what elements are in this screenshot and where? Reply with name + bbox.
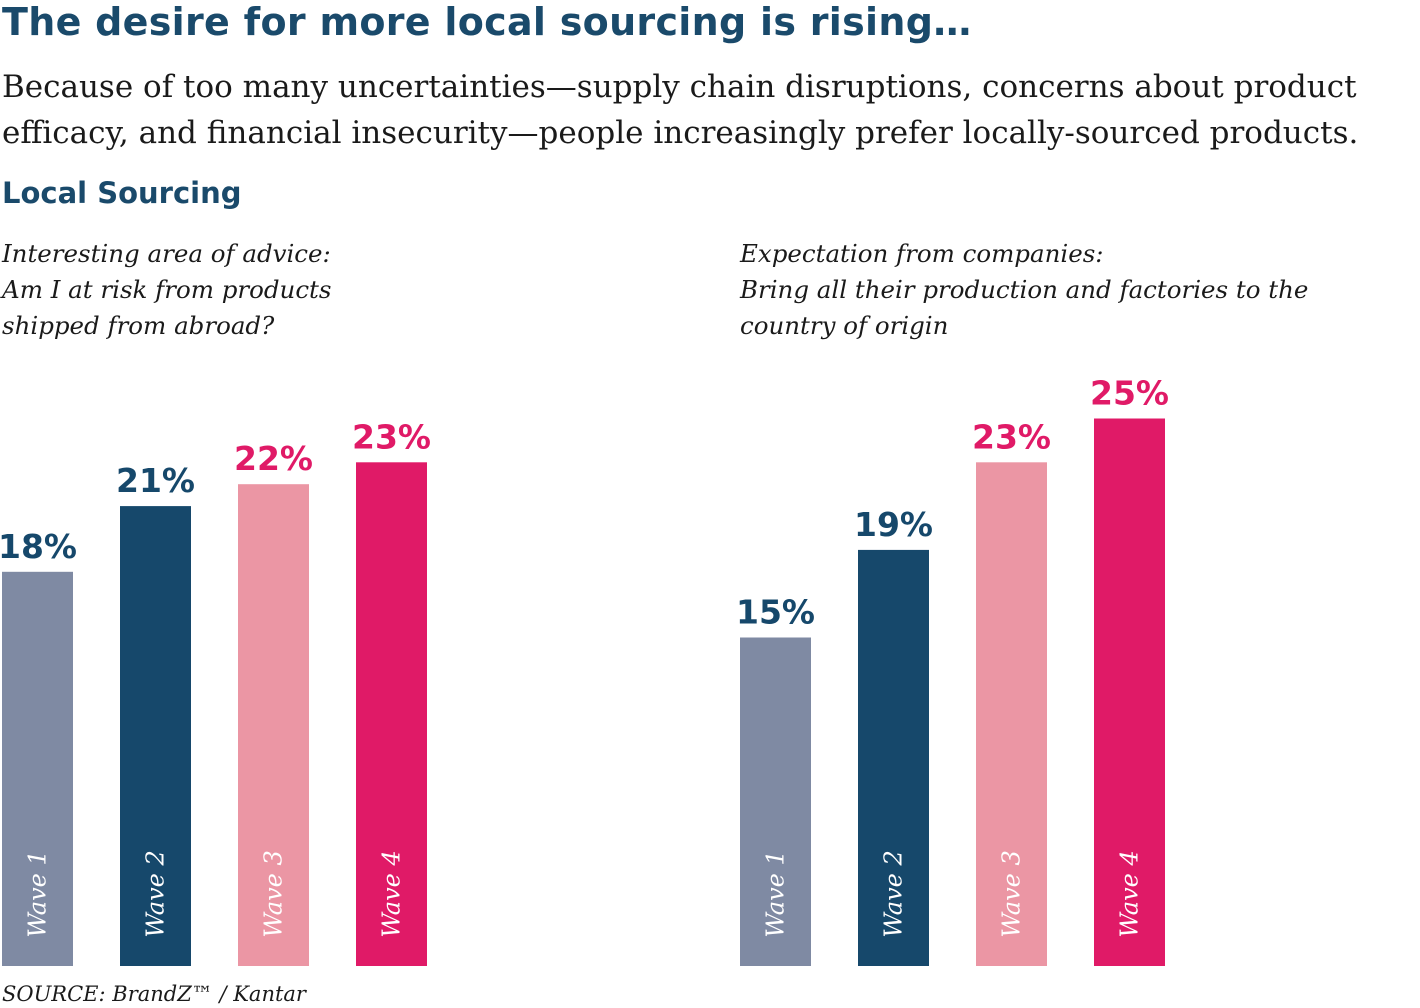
category-label-left-wave-3: Wave 3 bbox=[260, 850, 288, 938]
value-label-left-wave-2: 21% bbox=[116, 461, 195, 500]
chart-right-title-line: country of origin bbox=[740, 311, 949, 340]
chart-right-title-line: Bring all their production and factories… bbox=[740, 275, 1309, 304]
category-label-right-wave-3: Wave 3 bbox=[998, 850, 1026, 938]
bar-left-wave-4 bbox=[356, 462, 427, 966]
value-label-right-wave-1: 15% bbox=[736, 593, 815, 632]
category-label-right-wave-1: Wave 1 bbox=[762, 850, 790, 938]
value-label-right-wave-4: 25% bbox=[1090, 374, 1169, 413]
category-label-left-wave-4: Wave 4 bbox=[378, 850, 406, 938]
chart-left-title-line: Am I at risk from products bbox=[2, 275, 332, 304]
category-label-left-wave-2: Wave 2 bbox=[142, 850, 170, 938]
subtitle-line: Because of too many uncertainties—supply… bbox=[2, 69, 1357, 105]
value-label-left-wave-4: 23% bbox=[352, 417, 431, 456]
chart-right-title-line: Expectation from companies: bbox=[740, 239, 1104, 268]
chart-left-title-line: shipped from abroad? bbox=[2, 311, 275, 340]
bar-right-wave-1 bbox=[740, 637, 811, 966]
category-label-left-wave-1: Wave 1 bbox=[24, 850, 52, 938]
chart-left-title-line: Interesting area of advice: bbox=[2, 239, 331, 268]
category-label-right-wave-4: Wave 4 bbox=[1116, 850, 1144, 938]
value-label-right-wave-3: 23% bbox=[972, 417, 1051, 456]
bar-right-wave-2 bbox=[858, 549, 929, 966]
page-title: The desire for more local sourcing is ri… bbox=[2, 0, 972, 44]
bar-left-wave-2 bbox=[120, 506, 191, 966]
subtitle-line: efficacy, and financial insecurity—peopl… bbox=[2, 115, 1359, 151]
bar-left-wave-1 bbox=[2, 571, 73, 966]
page-subtitle: Because of too many uncertainties—supply… bbox=[2, 64, 1420, 156]
bar-left-wave-3 bbox=[238, 484, 309, 966]
source-note: SOURCE: BrandZ™ / Kantar bbox=[2, 982, 306, 1006]
section-title: Local Sourcing bbox=[2, 176, 242, 210]
value-label-left-wave-3: 22% bbox=[234, 439, 313, 478]
bar-right-wave-4 bbox=[1094, 418, 1165, 966]
value-label-right-wave-2: 19% bbox=[854, 505, 933, 544]
chart-left-title: Interesting area of advice: Am I at risk… bbox=[2, 236, 331, 344]
bar-right-wave-3 bbox=[976, 462, 1047, 966]
chart-right-title: Expectation from companies: Bring all th… bbox=[740, 236, 1308, 344]
category-label-right-wave-2: Wave 2 bbox=[880, 850, 908, 938]
value-label-left-wave-1: 18% bbox=[0, 527, 77, 566]
